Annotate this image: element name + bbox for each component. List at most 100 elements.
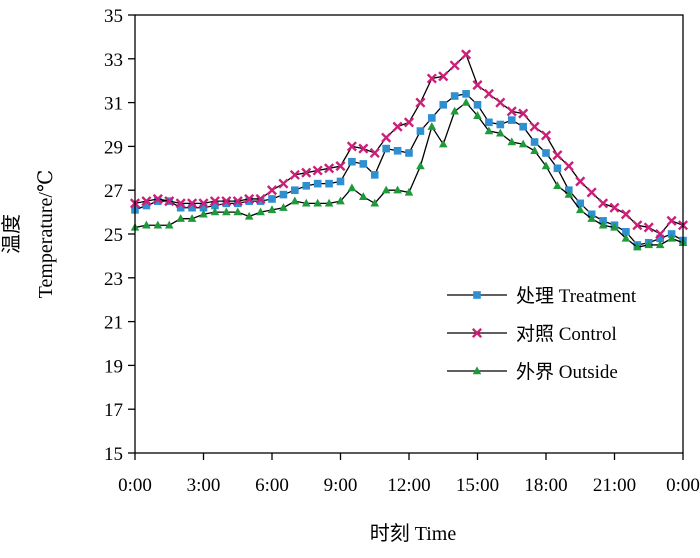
data-point — [324, 198, 334, 207]
data-point — [312, 165, 323, 176]
data-point — [301, 167, 312, 178]
data-point — [359, 160, 368, 168]
data-point-stroke — [552, 150, 563, 161]
legend-marker-stroke — [471, 327, 483, 339]
data-point — [426, 73, 437, 84]
data-point-stroke — [609, 202, 620, 213]
data-point — [656, 234, 664, 243]
data-point — [620, 209, 631, 220]
data-point — [199, 209, 208, 218]
y-tick-label: 27 — [104, 181, 123, 202]
data-point — [358, 143, 369, 154]
x-tick-label: 9:00 — [324, 475, 358, 496]
data-point-stroke — [563, 161, 574, 172]
data-point — [392, 121, 403, 132]
data-point-stroke — [266, 185, 278, 196]
data-point — [655, 240, 665, 249]
data-point-stroke — [403, 117, 415, 128]
y-tick-label: 33 — [104, 50, 123, 71]
data-point — [438, 71, 449, 82]
data-point — [233, 207, 243, 216]
data-point-stroke — [209, 196, 220, 207]
data-point — [484, 126, 494, 135]
data-point — [153, 220, 163, 229]
data-point — [450, 106, 459, 115]
data-point-stroke — [164, 196, 175, 207]
data-point — [587, 214, 596, 222]
data-point — [222, 207, 231, 216]
data-point — [483, 88, 494, 99]
legend: 处理 Treatment 对照 Control 外界 Outside — [447, 285, 637, 383]
data-point-stroke — [187, 198, 198, 209]
data-point — [404, 187, 414, 196]
data-point-stroke — [449, 60, 460, 71]
data-point — [428, 114, 436, 122]
data-point — [553, 164, 562, 173]
data-point-stroke — [586, 187, 597, 198]
data-point-stroke — [301, 167, 312, 178]
data-point-stroke — [324, 163, 335, 174]
data-point — [644, 240, 654, 249]
y-axis-title-en: Temperature/℃ — [35, 170, 57, 299]
data-point — [633, 242, 642, 251]
legend-marker — [472, 366, 482, 375]
data-point — [359, 192, 368, 200]
data-point — [325, 179, 333, 188]
data-point-stroke — [643, 222, 654, 233]
data-point — [232, 196, 243, 207]
data-point — [302, 182, 311, 190]
data-point — [496, 120, 505, 129]
legend-label: 外界 Outside — [516, 361, 618, 383]
data-point-stroke — [175, 198, 186, 209]
x-tick-label: 18:00 — [524, 475, 567, 496]
data-point — [542, 149, 550, 157]
data-point — [289, 169, 300, 180]
data-point — [449, 60, 460, 71]
y-tick-label: 31 — [104, 94, 123, 115]
data-point — [346, 141, 357, 152]
data-point — [563, 161, 574, 172]
data-point — [473, 100, 482, 109]
data-point — [518, 108, 529, 119]
data-point — [209, 196, 220, 207]
data-point — [495, 97, 506, 108]
data-point — [393, 146, 402, 155]
data-point — [211, 201, 219, 210]
data-point — [529, 121, 540, 132]
data-point — [187, 198, 198, 209]
data-point — [381, 132, 392, 143]
data-point — [370, 198, 380, 207]
data-point — [427, 122, 437, 130]
data-point — [609, 202, 620, 213]
data-point — [348, 157, 356, 166]
data-point — [393, 185, 402, 194]
data-point — [461, 49, 472, 60]
data-point — [187, 214, 197, 222]
data-point — [598, 198, 609, 209]
data-point — [256, 197, 265, 205]
data-point — [244, 211, 254, 220]
data-point — [255, 193, 266, 205]
data-point-stroke — [472, 80, 483, 91]
data-point — [267, 205, 277, 214]
data-point — [210, 207, 220, 216]
data-point — [221, 196, 232, 207]
y-tick-label: 21 — [104, 313, 123, 334]
data-point — [416, 127, 425, 135]
data-point — [552, 150, 563, 161]
data-point — [472, 80, 483, 91]
data-point — [507, 137, 517, 146]
data-point-stroke — [141, 196, 152, 207]
data-point-stroke — [244, 193, 255, 205]
data-point — [175, 198, 186, 209]
data-point — [198, 198, 209, 209]
data-point — [461, 98, 471, 106]
data-point — [507, 116, 516, 124]
data-point — [506, 106, 517, 117]
data-point — [142, 220, 151, 229]
data-point — [530, 146, 539, 154]
data-point — [462, 90, 470, 98]
data-point-stroke — [221, 196, 232, 207]
data-point — [439, 100, 448, 109]
